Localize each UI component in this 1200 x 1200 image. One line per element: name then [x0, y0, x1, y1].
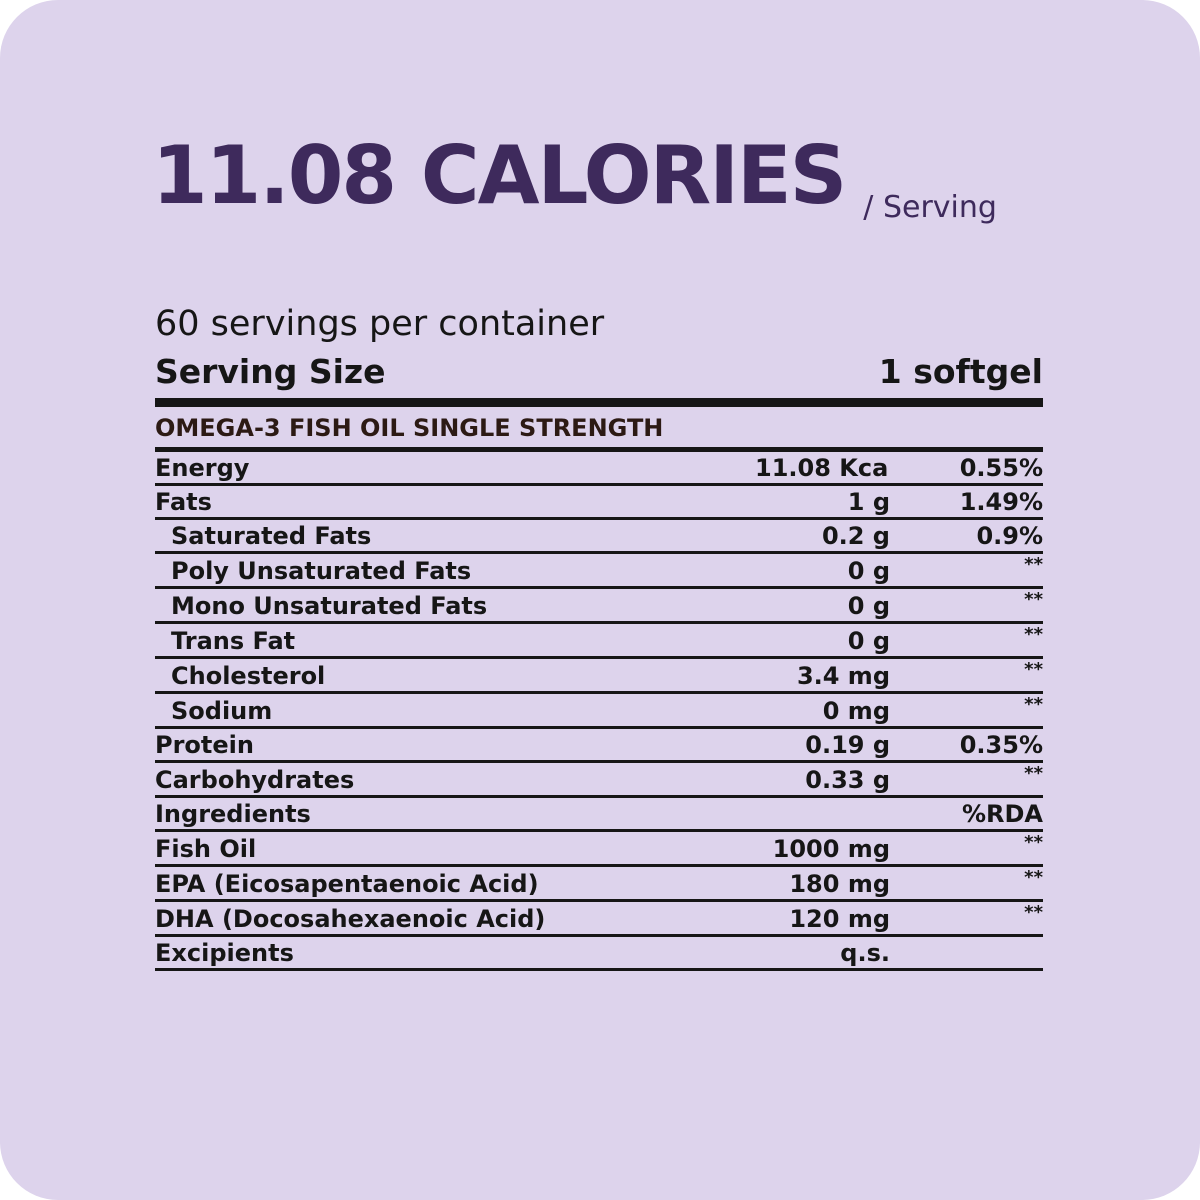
row-rda: 0.9% — [890, 518, 1043, 554]
row-name: Mono Unsaturated Fats — [155, 587, 755, 624]
row-amount: 0 g — [755, 552, 890, 589]
per-serving-label: / Serving — [863, 190, 997, 225]
row-rda: 0.35% — [890, 727, 1043, 763]
row-name: EPA (Eicosapentaenoic Acid) — [155, 865, 755, 902]
calories-value: 11.08 CALORIES — [152, 129, 847, 222]
row-rda — [890, 935, 1043, 971]
row-rda: ** — [890, 587, 1043, 624]
row-amount: 0 mg — [755, 692, 890, 729]
row-name: Fish Oil — [155, 830, 755, 867]
row-amount: 120 mg — [755, 900, 890, 937]
row-rda: ** — [890, 900, 1043, 937]
calorie-headline: 11.08 CALORIES / Serving — [152, 128, 997, 225]
table-row: Energy 11.08 Kcal 0.55% — [155, 452, 1043, 486]
row-name: Excipients — [155, 935, 755, 971]
table-row: Protein 0.19 g 0.35% — [155, 727, 1043, 763]
table-row: Carbohydrates 0.33 g ** — [155, 761, 1043, 798]
row-name: DHA (Docosahexaenoic Acid) — [155, 900, 755, 937]
row-rda: 0.55% — [890, 452, 1043, 486]
row-rda: ** — [890, 761, 1043, 798]
row-name: Fats — [155, 484, 755, 520]
rda-heading: %RDA — [890, 796, 1043, 832]
table-row: Fish Oil 1000 mg ** — [155, 830, 1043, 867]
nutrition-table: Energy 11.08 Kcal 0.55% Fats 1 g 1.49% S… — [155, 452, 1043, 971]
row-amount: 180 mg — [755, 865, 890, 902]
row-amount: 0.33 g — [755, 761, 890, 798]
row-amount — [755, 796, 890, 832]
serving-size-label: Serving Size — [155, 352, 386, 391]
row-rda: ** — [890, 622, 1043, 659]
ingredients-header-row: Ingredients %RDA — [155, 796, 1043, 832]
row-rda: ** — [890, 657, 1043, 694]
row-name: Poly Unsaturated Fats — [155, 552, 755, 589]
row-name: Protein — [155, 727, 755, 763]
table-row: DHA (Docosahexaenoic Acid) 120 mg ** — [155, 900, 1043, 937]
row-rda: 1.49% — [890, 484, 1043, 520]
row-name: Trans Fat — [155, 622, 755, 659]
table-row: Cholesterol 3.4 mg ** — [155, 657, 1043, 694]
table-row: Trans Fat 0 g ** — [155, 622, 1043, 659]
table-row: Mono Unsaturated Fats 0 g ** — [155, 587, 1043, 624]
row-amount: 0 g — [755, 587, 890, 624]
table-row: Fats 1 g 1.49% — [155, 484, 1043, 520]
row-name: Cholesterol — [155, 657, 755, 694]
serving-size-row: Serving Size 1 softgel — [155, 348, 1043, 407]
table-row: Saturated Fats 0.2 g 0.9% — [155, 518, 1043, 554]
servings-per-container: 60 servings per container — [155, 304, 605, 344]
serving-size-value: 1 softgel — [878, 352, 1043, 391]
row-name: Saturated Fats — [155, 518, 755, 554]
row-rda: ** — [890, 552, 1043, 589]
row-name: Sodium — [155, 692, 755, 729]
table-row: Sodium 0 mg ** — [155, 692, 1043, 729]
row-amount: 0.2 g — [755, 518, 890, 554]
row-amount: 0 g — [755, 622, 890, 659]
nutrition-facts-label: 60 servings per container Serving Size 1… — [155, 300, 1043, 971]
row-amount: 1 g — [755, 484, 890, 520]
row-rda: ** — [890, 692, 1043, 729]
ingredients-heading: Ingredients — [155, 796, 755, 832]
table-row: Excipients q.s. — [155, 935, 1043, 971]
row-amount: 11.08 Kcal — [755, 452, 890, 486]
row-rda: ** — [890, 830, 1043, 867]
row-name: Carbohydrates — [155, 761, 755, 798]
row-name: Energy — [155, 452, 755, 486]
row-amount: q.s. — [755, 935, 890, 971]
row-amount: 0.19 g — [755, 727, 890, 763]
row-amount: 1000 mg — [755, 830, 890, 867]
product-name: OMEGA-3 FISH OIL SINGLE STRENGTH — [155, 407, 1043, 452]
row-rda: ** — [890, 865, 1043, 902]
table-row: Poly Unsaturated Fats 0 g ** — [155, 552, 1043, 589]
table-row: EPA (Eicosapentaenoic Acid) 180 mg ** — [155, 865, 1043, 902]
row-amount: 3.4 mg — [755, 657, 890, 694]
